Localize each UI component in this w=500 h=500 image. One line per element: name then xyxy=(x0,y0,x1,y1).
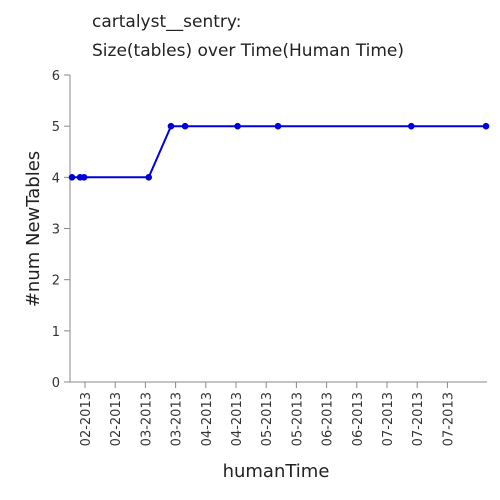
data-point xyxy=(274,122,282,130)
y-axis-ticks: 0 1 2 3 4 5 6 xyxy=(52,69,70,391)
chart-title: cartalyst__sentry: xyxy=(92,12,241,32)
data-point xyxy=(234,122,241,130)
x-tick-label: 07-2013 xyxy=(441,392,456,446)
x-tick-label: 07-2013 xyxy=(381,392,396,446)
x-tick-label: 06-2013 xyxy=(321,392,336,446)
x-tick-label: 04-2013 xyxy=(230,392,245,446)
data-point xyxy=(68,174,76,181)
data-point xyxy=(167,122,175,130)
x-tick-label: 03-2013 xyxy=(139,392,154,446)
plot-area xyxy=(68,122,490,181)
x-axis-ticks: 02-2013 02-2013 03-2013 03-2013 04-2013 04-20… xyxy=(79,382,456,446)
y-tick-label: 1 xyxy=(52,325,60,340)
data-point xyxy=(181,122,189,130)
x-tick-label: 05-2013 xyxy=(260,392,275,446)
x-tick-label: 02-2013 xyxy=(79,392,94,446)
x-tick-label: 06-2013 xyxy=(351,392,366,446)
y-tick-label: 2 xyxy=(52,274,60,289)
y-axis-title: #num NewTables xyxy=(23,151,44,307)
y-tick-label: 3 xyxy=(52,223,60,238)
series-line xyxy=(72,125,486,179)
data-point xyxy=(407,122,415,130)
y-tick-label: 4 xyxy=(52,171,60,186)
data-point xyxy=(80,174,88,181)
y-tick-label: 5 xyxy=(52,120,60,135)
x-tick-label: 03-2013 xyxy=(170,392,185,446)
data-point xyxy=(482,122,490,130)
x-tick-label: 04-2013 xyxy=(200,392,215,446)
x-tick-label: 07-2013 xyxy=(411,392,426,446)
chart-subtitle: Size(tables) over Time(Human Time) xyxy=(92,41,404,61)
x-tick-label: 05-2013 xyxy=(290,392,305,446)
y-tick-label: 6 xyxy=(52,69,60,84)
x-axis-title: humanTime xyxy=(223,461,330,482)
x-tick-label: 02-2013 xyxy=(109,392,124,446)
data-point xyxy=(145,174,153,181)
y-tick-label: 0 xyxy=(52,376,60,391)
